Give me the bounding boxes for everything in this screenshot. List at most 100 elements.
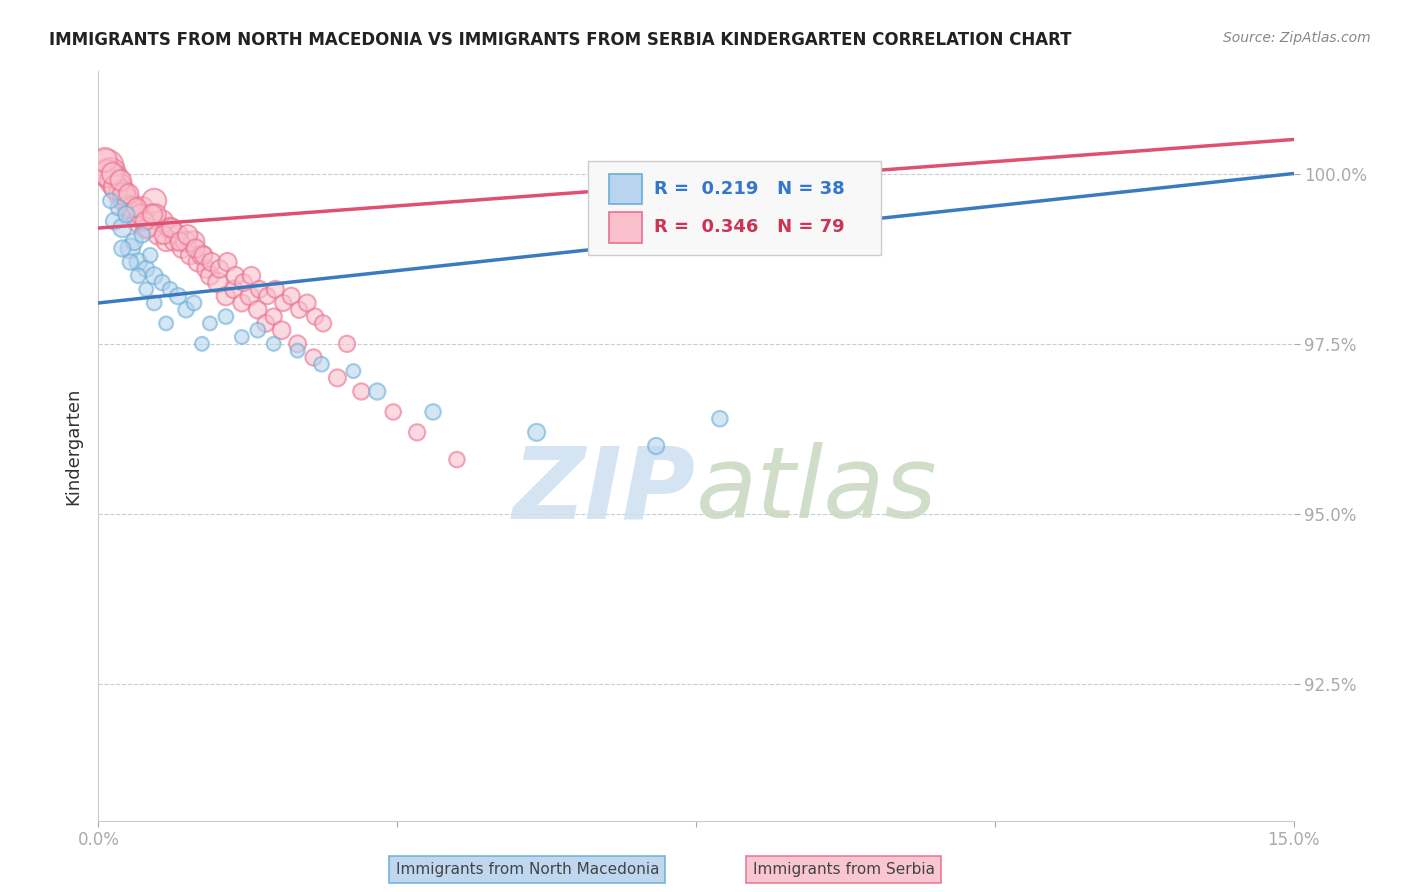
- Point: [142, 207, 165, 221]
- Point: [422, 405, 444, 419]
- Point: [127, 214, 149, 228]
- Point: [215, 310, 238, 324]
- Point: [271, 296, 294, 310]
- Point: [135, 221, 157, 235]
- Point: [200, 255, 222, 269]
- Point: [246, 302, 269, 317]
- Point: [232, 276, 254, 290]
- Point: [96, 160, 118, 174]
- Point: [193, 248, 215, 262]
- Point: [150, 276, 173, 290]
- Point: [263, 310, 285, 324]
- Point: [295, 296, 318, 310]
- Point: [183, 296, 205, 310]
- Point: [155, 317, 177, 331]
- Point: [167, 289, 190, 303]
- Point: [446, 452, 468, 467]
- Point: [135, 261, 157, 276]
- Point: [101, 167, 124, 181]
- Point: [287, 336, 309, 351]
- Point: [134, 214, 156, 228]
- Point: [120, 255, 142, 269]
- Point: [155, 235, 177, 249]
- Point: [198, 268, 221, 283]
- Point: [280, 289, 302, 303]
- Point: [176, 227, 198, 242]
- Point: [120, 242, 142, 256]
- Point: [131, 201, 153, 215]
- Point: [160, 221, 183, 235]
- Point: [150, 214, 173, 228]
- Text: Immigrants from North Macedonia: Immigrants from North Macedonia: [395, 863, 659, 877]
- Point: [97, 167, 120, 181]
- Point: [240, 268, 263, 283]
- Point: [174, 302, 197, 317]
- Point: [115, 207, 138, 221]
- Point: [406, 425, 429, 440]
- Point: [184, 242, 207, 256]
- Point: [127, 255, 149, 269]
- Point: [115, 194, 138, 208]
- Point: [103, 214, 125, 228]
- Point: [107, 180, 129, 194]
- Point: [131, 227, 153, 242]
- Bar: [609, 212, 643, 243]
- Text: R =  0.346   N = 79: R = 0.346 N = 79: [654, 219, 845, 236]
- Point: [104, 180, 127, 194]
- Point: [270, 323, 292, 337]
- Point: [231, 296, 253, 310]
- Point: [143, 296, 166, 310]
- Point: [139, 207, 162, 221]
- Point: [159, 282, 181, 296]
- Point: [256, 289, 278, 303]
- FancyBboxPatch shape: [589, 161, 882, 255]
- Point: [288, 302, 311, 317]
- Point: [143, 268, 166, 283]
- Point: [152, 227, 174, 242]
- Text: ZIP: ZIP: [513, 442, 696, 540]
- Point: [336, 336, 359, 351]
- Point: [187, 255, 209, 269]
- Text: R =  0.219   N = 38: R = 0.219 N = 38: [654, 179, 845, 198]
- Point: [118, 186, 141, 201]
- Point: [110, 173, 132, 187]
- Point: [107, 201, 129, 215]
- Point: [112, 186, 135, 201]
- Point: [98, 194, 122, 208]
- Point: [217, 255, 239, 269]
- Text: Source: ZipAtlas.com: Source: ZipAtlas.com: [1223, 31, 1371, 45]
- Point: [191, 336, 214, 351]
- Point: [172, 242, 194, 256]
- Point: [311, 357, 333, 371]
- Point: [263, 336, 285, 351]
- Point: [163, 235, 186, 249]
- Point: [350, 384, 373, 399]
- Point: [145, 207, 167, 221]
- Point: [94, 153, 117, 167]
- Text: Immigrants from Serbia: Immigrants from Serbia: [752, 863, 935, 877]
- Point: [136, 221, 159, 235]
- Point: [167, 227, 190, 242]
- Point: [246, 323, 269, 337]
- Point: [127, 268, 149, 283]
- Point: [264, 282, 287, 296]
- Point: [98, 167, 122, 181]
- Y-axis label: Kindergarten: Kindergarten: [63, 387, 82, 505]
- Point: [148, 227, 170, 242]
- Point: [169, 235, 191, 249]
- Point: [382, 405, 405, 419]
- Point: [304, 310, 326, 324]
- Point: [239, 289, 262, 303]
- Point: [302, 351, 325, 365]
- Point: [124, 207, 146, 221]
- Point: [287, 343, 309, 358]
- Point: [128, 207, 150, 221]
- Point: [179, 248, 201, 262]
- Point: [120, 201, 142, 215]
- Text: atlas: atlas: [696, 442, 938, 540]
- Point: [247, 282, 270, 296]
- Point: [526, 425, 548, 440]
- Point: [139, 248, 162, 262]
- Point: [222, 282, 245, 296]
- Point: [254, 317, 277, 331]
